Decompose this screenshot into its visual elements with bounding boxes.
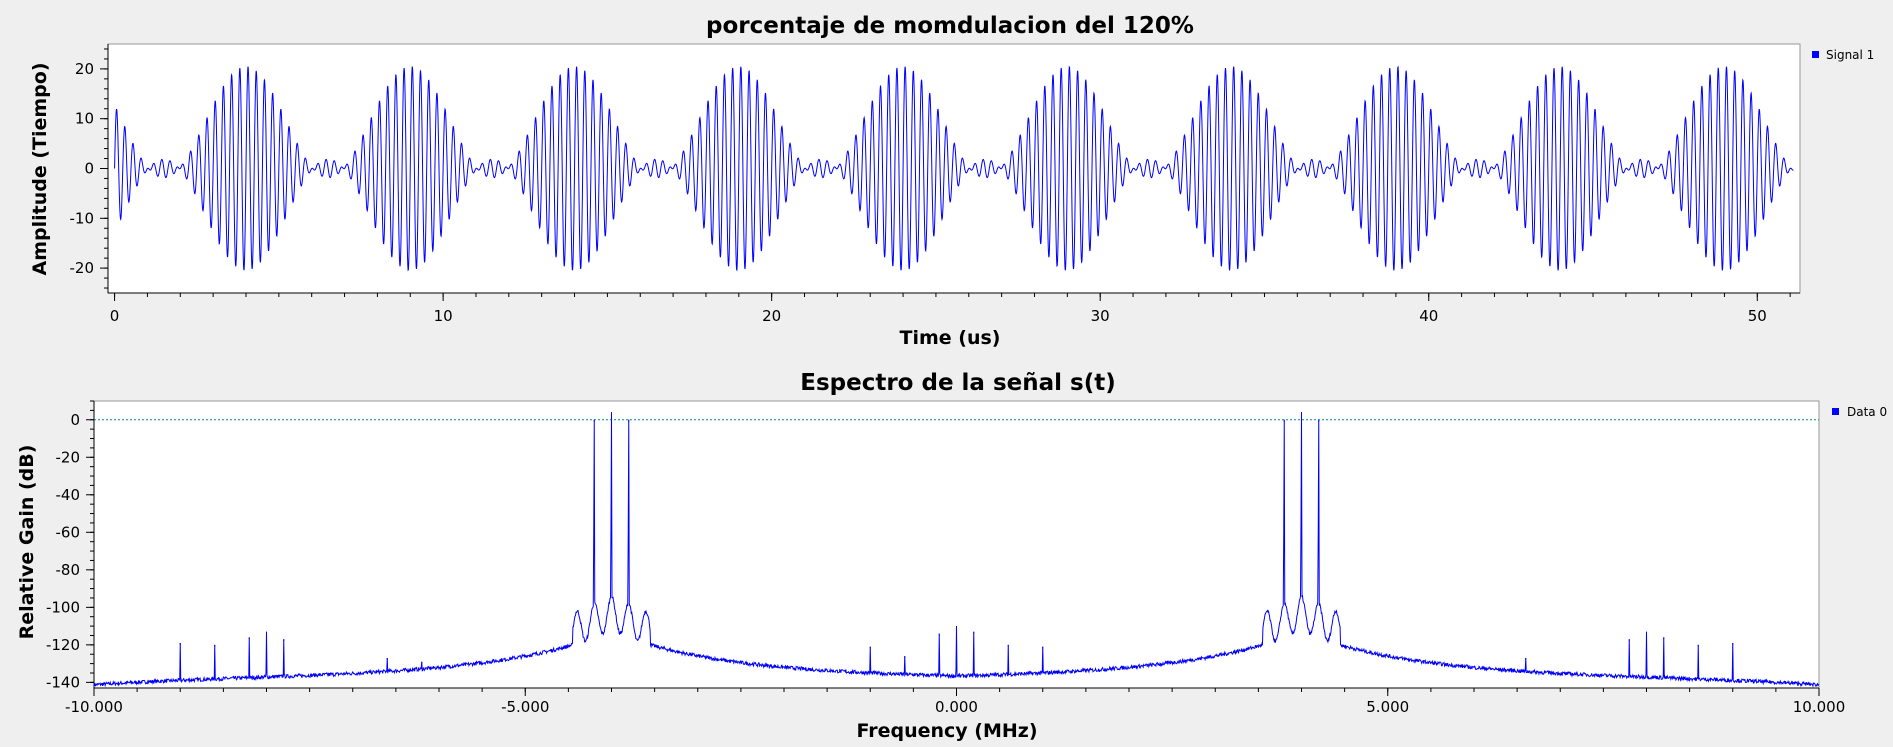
legend-swatch [1832,408,1839,415]
y-tick-label: -140 [46,673,80,691]
y-tick-label: 0 [84,160,94,178]
x-axis-label: Time (us) [900,327,1001,349]
y-tick-label: -80 [56,561,81,579]
y-tick-label: -20 [56,448,81,466]
y-axis-label: Amplitude (Tiempo) [29,62,51,275]
y-tick-label: -100 [46,598,80,616]
y-tick-label: -60 [56,523,81,541]
y-tick-label: 10 [75,110,94,128]
chart-spectrum: Espectro de la señal s(t) -10.000 -5.000 0… [16,370,1887,742]
x-tick-label: 10.000 [1793,698,1846,716]
x-tick-label: -5.000 [501,698,549,716]
series-line-signal-1 [114,65,1794,272]
y-tick-label: -40 [56,486,81,504]
legend-label: Data 0 [1847,405,1887,419]
y-tick-label: -20 [70,259,95,277]
x-tick-label: 0.000 [935,698,978,716]
x-tick-label: 30 [1091,307,1110,325]
x-tick-label: 40 [1419,307,1438,325]
x-tick-label: 20 [762,307,781,325]
series-line-data-0 [93,412,1820,688]
chart-time: porcentaje de momdulacion del 120% 0 10 20… [29,13,1874,349]
axes: -10.000 -5.000 0.000 5.000 10.000 0 -20 -40 -60 -… [46,400,1846,716]
y-tick-label: -120 [46,636,80,654]
legend[interactable]: Signal 1 [1812,48,1874,62]
legend-swatch [1812,51,1819,58]
chart-title: Espectro de la señal s(t) [800,370,1116,396]
y-tick-label: -10 [70,209,95,227]
axes: 0 10 20 30 40 50 20 10 0 -10 -20 [70,44,1800,325]
x-tick-label: -10.000 [65,698,123,716]
y-axis-label: Relative Gain (dB) [16,445,38,640]
legend[interactable]: Data 0 [1832,405,1887,419]
x-tick-label: 5.000 [1366,698,1409,716]
x-tick-label: 10 [434,307,453,325]
y-tick-label: 20 [75,60,94,78]
y-tick-label: 0 [70,411,80,429]
x-tick-label: 50 [1748,307,1767,325]
legend-label: Signal 1 [1826,48,1874,62]
chart-title: porcentaje de momdulacion del 120% [706,13,1194,39]
x-tick-label: 0 [110,307,120,325]
x-axis-label: Frequency (MHz) [856,720,1037,742]
